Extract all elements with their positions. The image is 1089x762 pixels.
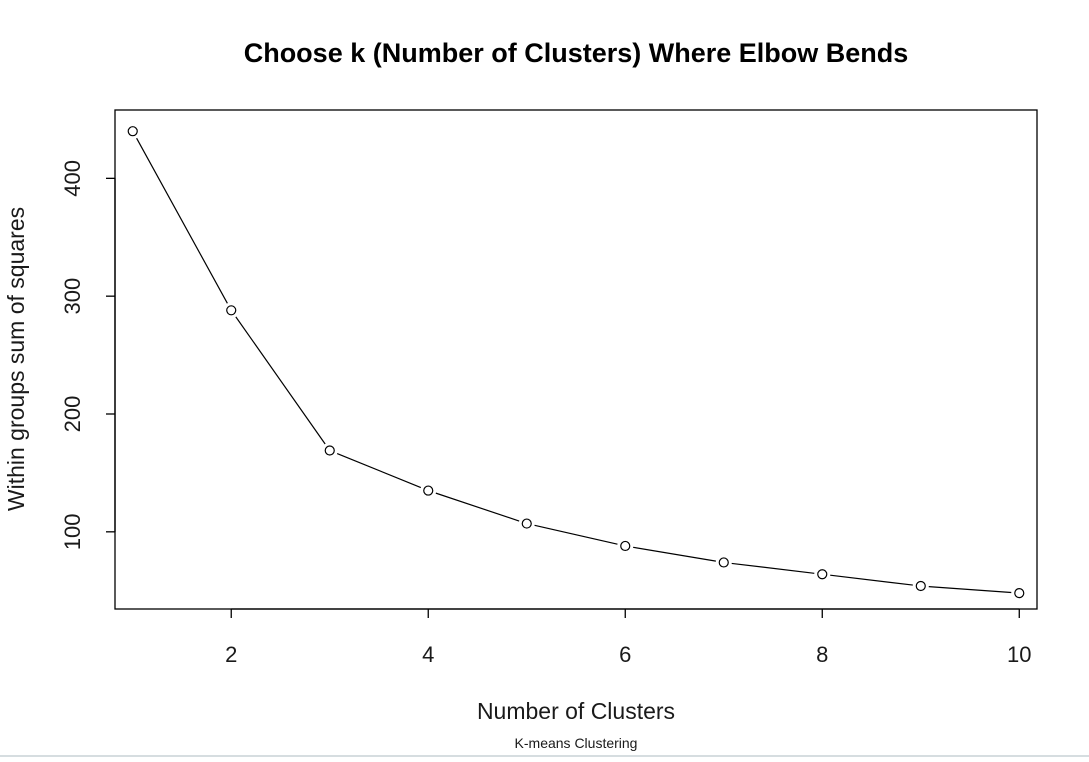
x-tick-label: 8 <box>816 642 828 667</box>
data-point <box>226 305 237 316</box>
series-line-segment <box>928 585 1012 594</box>
x-tick-label: 6 <box>619 642 631 667</box>
y-axis: 100 200 300 400 <box>60 160 116 550</box>
x-axis: 2 4 6 8 10 <box>225 608 1032 667</box>
x-tick-label: 10 <box>1007 642 1031 667</box>
y-axis-label: Within groups sum of squares <box>3 207 29 511</box>
data-point <box>521 518 532 529</box>
data-point <box>620 540 631 552</box>
data-point <box>915 580 926 592</box>
y-tick-label: 200 <box>60 396 85 433</box>
series-line-segment <box>731 562 815 574</box>
data-point <box>324 445 335 456</box>
series-line-segment <box>235 316 326 445</box>
series-layer <box>127 126 1025 599</box>
bottom-divider <box>0 755 1089 757</box>
chart-title: Choose k (Number of Clusters) Where Elbo… <box>244 38 909 68</box>
x-tick-label: 4 <box>422 642 434 667</box>
y-tick-label: 300 <box>60 278 85 315</box>
data-point <box>718 557 729 568</box>
series-line-segment <box>435 492 520 522</box>
series-line-segment <box>830 574 913 586</box>
chart-subtitle: K-means Clustering <box>515 735 638 751</box>
series-line-segment <box>633 546 716 562</box>
data-point <box>1014 587 1025 599</box>
y-tick-label: 100 <box>60 513 85 550</box>
series-line-segment <box>534 524 618 545</box>
data-point <box>423 485 434 496</box>
series-line-segment <box>336 452 422 489</box>
y-tick-label: 400 <box>60 160 85 197</box>
data-point <box>817 569 828 580</box>
x-axis-label: Number of Clusters <box>477 698 675 724</box>
series-line-segment <box>136 137 228 304</box>
plot-frame <box>114 109 1038 610</box>
x-tick-label: 2 <box>225 642 237 667</box>
data-point <box>127 126 138 137</box>
